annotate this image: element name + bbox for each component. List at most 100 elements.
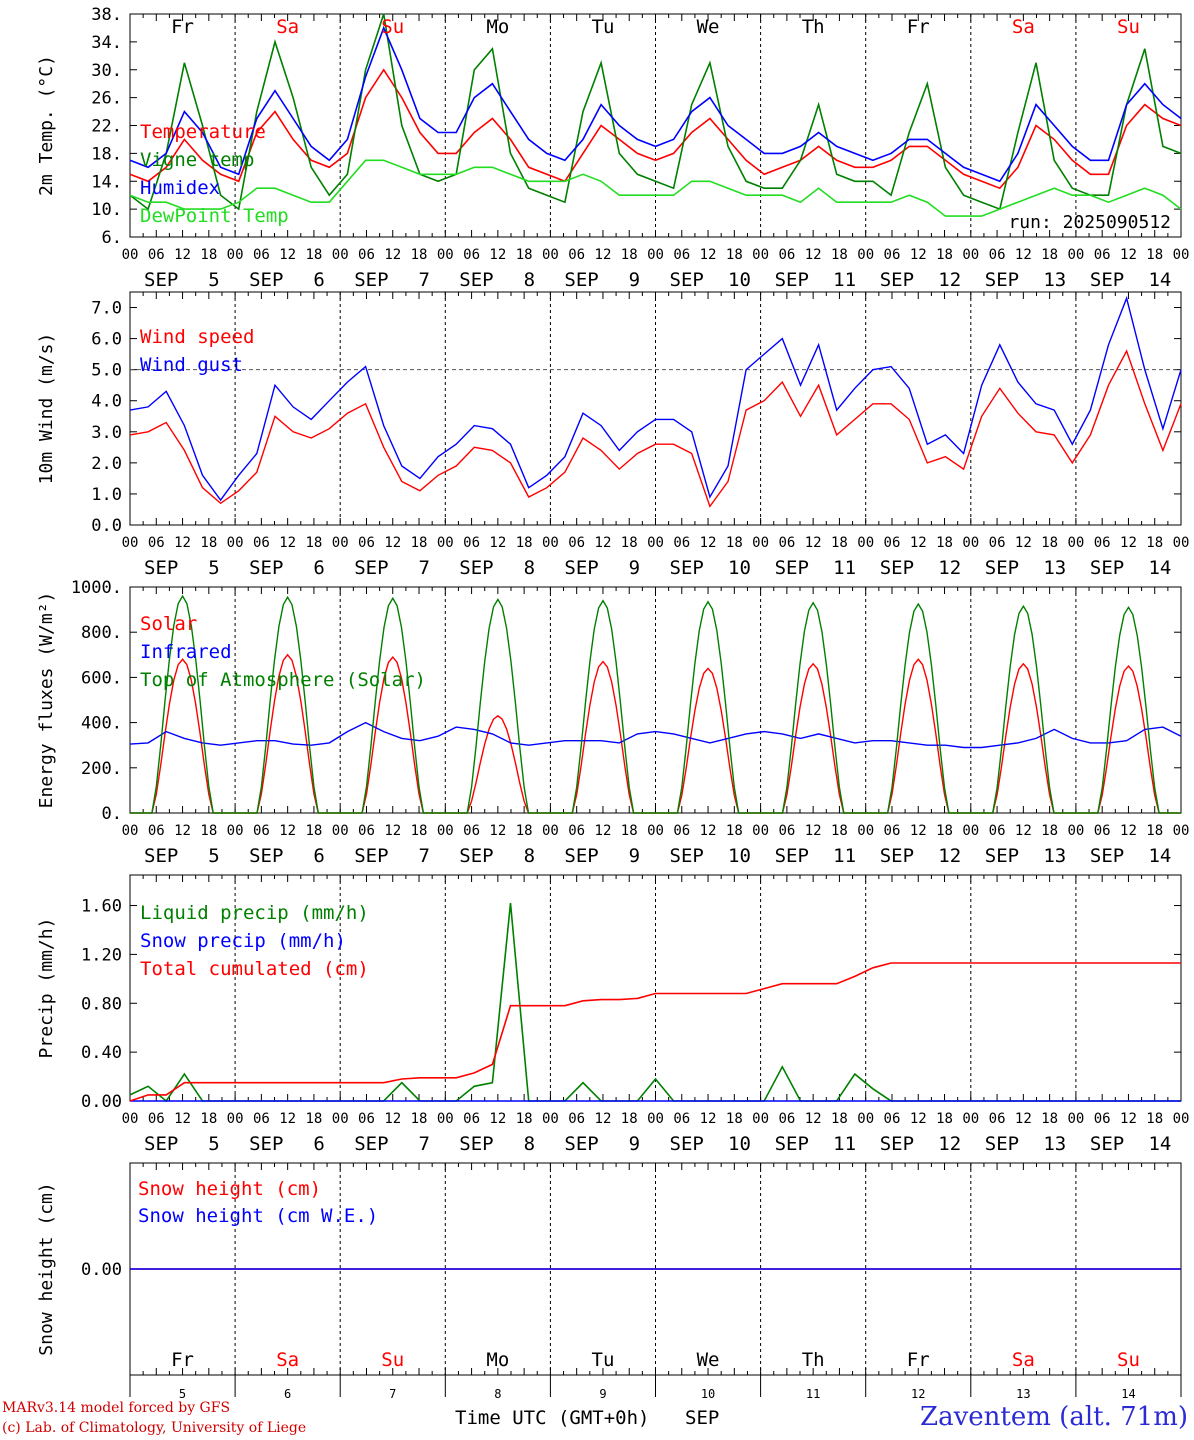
hour-tick-label: 00 — [437, 247, 454, 263]
y-tick-label: 0.0 — [91, 516, 122, 536]
date-day-label: 10 — [728, 557, 751, 579]
hour-tick-label: 00 — [1067, 1111, 1084, 1127]
hour-tick-label: 12 — [489, 535, 506, 551]
date-day-label: 7 — [418, 1133, 429, 1155]
series-line — [130, 594, 1181, 814]
day-number-label: 8 — [494, 1387, 501, 1401]
hour-tick-label: 06 — [148, 247, 165, 263]
hour-tick-label: 00 — [857, 1111, 874, 1127]
hour-tick-label: 00 — [437, 1111, 454, 1127]
time-axis-month: SEP — [685, 1407, 719, 1429]
weekday-label: We — [697, 16, 720, 38]
date-day-label: 7 — [418, 557, 429, 579]
date-day-label: 13 — [1043, 269, 1066, 291]
date-month-label: SEP — [249, 269, 283, 291]
hour-tick-label: 06 — [358, 823, 375, 839]
weekday-label: Fr — [171, 1349, 194, 1371]
date-day-label: 5 — [208, 1133, 219, 1155]
date-month-label: SEP — [249, 1133, 283, 1155]
date-day-label: 6 — [313, 557, 324, 579]
date-day-label: 11 — [833, 269, 856, 291]
y-tick-label: 5.0 — [91, 361, 122, 381]
date-month-label: SEP — [775, 1133, 809, 1155]
legend-entry: Snow precip (mm/h) — [140, 930, 346, 952]
date-day-label: 13 — [1043, 1133, 1066, 1155]
hour-tick-label: 00 — [857, 535, 874, 551]
panel-3 — [129, 586, 1182, 814]
hour-tick-label: 06 — [884, 1111, 901, 1127]
y-tick-label: 1000. — [71, 578, 122, 598]
date-month-label: SEP — [985, 557, 1019, 579]
panel-frame — [129, 13, 1182, 238]
hour-tick-label: 12 — [384, 1111, 401, 1127]
hour-tick-label: 18 — [726, 1111, 743, 1127]
hour-tick-label: 12 — [489, 823, 506, 839]
y-axis-title: Energy fluxes (W/m²) — [36, 592, 57, 809]
hour-tick-label: 06 — [884, 823, 901, 839]
hour-tick-label: 06 — [778, 1111, 795, 1127]
y-tick-label: 10. — [91, 200, 122, 220]
hour-tick-label: 06 — [989, 535, 1006, 551]
date-day-label: 10 — [728, 845, 751, 867]
weekday-label: Su — [381, 1349, 404, 1371]
hour-tick-label: 18 — [411, 823, 428, 839]
model-credit: MARv3.14 model forced by GFS — [2, 1400, 231, 1416]
day-number-label: 7 — [389, 1387, 396, 1401]
hour-tick-label: 06 — [253, 535, 270, 551]
panel-2 — [129, 291, 1182, 526]
hour-tick-label: 18 — [305, 823, 322, 839]
y-tick-label: 4.0 — [91, 392, 122, 412]
date-day-label: 11 — [833, 845, 856, 867]
date-day-label: 9 — [629, 1133, 640, 1155]
date-month-label: SEP — [775, 269, 809, 291]
hour-tick-label: 12 — [1120, 535, 1137, 551]
day-number-label: 6 — [284, 1387, 291, 1401]
hour-tick-label: 00 — [1173, 823, 1190, 839]
hour-tick-label: 12 — [1015, 1111, 1032, 1127]
hour-tick-label: 12 — [805, 1111, 822, 1127]
hour-tick-label: 12 — [700, 1111, 717, 1127]
date-day-label: 10 — [728, 269, 751, 291]
hour-tick-label: 00 — [227, 535, 244, 551]
hour-tick-label: 18 — [1041, 1111, 1058, 1127]
hour-tick-label: 00 — [962, 247, 979, 263]
hour-tick-label: 00 — [962, 823, 979, 839]
hour-tick-label: 00 — [1067, 535, 1084, 551]
hour-tick-label: 00 — [542, 247, 559, 263]
hour-tick-label: 00 — [332, 535, 349, 551]
hour-tick-label: 18 — [1146, 823, 1163, 839]
hour-tick-label: 06 — [568, 535, 585, 551]
date-month-label: SEP — [985, 845, 1019, 867]
hour-tick-label: 00 — [857, 247, 874, 263]
date-month-label: SEP — [249, 557, 283, 579]
weekday-label: Fr — [907, 1349, 930, 1371]
date-day-label: 6 — [313, 845, 324, 867]
hour-tick-label: 00 — [962, 1111, 979, 1127]
hour-tick-label: 18 — [200, 247, 217, 263]
legend-entry: Wind speed — [140, 326, 254, 348]
weekday-label: Th — [802, 16, 825, 38]
date-day-label: 7 — [418, 845, 429, 867]
date-month-label: SEP — [880, 269, 914, 291]
hour-tick-label: 00 — [227, 823, 244, 839]
hour-tick-label: 00 — [122, 247, 139, 263]
y-tick-label: 38. — [91, 5, 122, 25]
hour-tick-label: 06 — [1094, 823, 1111, 839]
date-day-label: 9 — [629, 557, 640, 579]
date-month-label: SEP — [985, 269, 1019, 291]
hour-tick-label: 00 — [1173, 535, 1190, 551]
hour-tick-label: 00 — [1173, 247, 1190, 263]
hour-tick-label: 18 — [200, 535, 217, 551]
y-tick-label: 18. — [91, 144, 122, 164]
y-tick-label: 600. — [81, 668, 122, 688]
hour-tick-label: 18 — [516, 823, 533, 839]
day-number-label: 13 — [1016, 1387, 1030, 1401]
date-day-label: 8 — [524, 269, 535, 291]
hour-tick-label: 12 — [805, 247, 822, 263]
date-month-label: SEP — [354, 845, 388, 867]
day-number-label: 12 — [911, 1387, 925, 1401]
hour-tick-label: 12 — [910, 823, 927, 839]
hour-tick-label: 12 — [595, 823, 612, 839]
hour-tick-label: 00 — [332, 247, 349, 263]
hour-tick-label: 18 — [831, 247, 848, 263]
